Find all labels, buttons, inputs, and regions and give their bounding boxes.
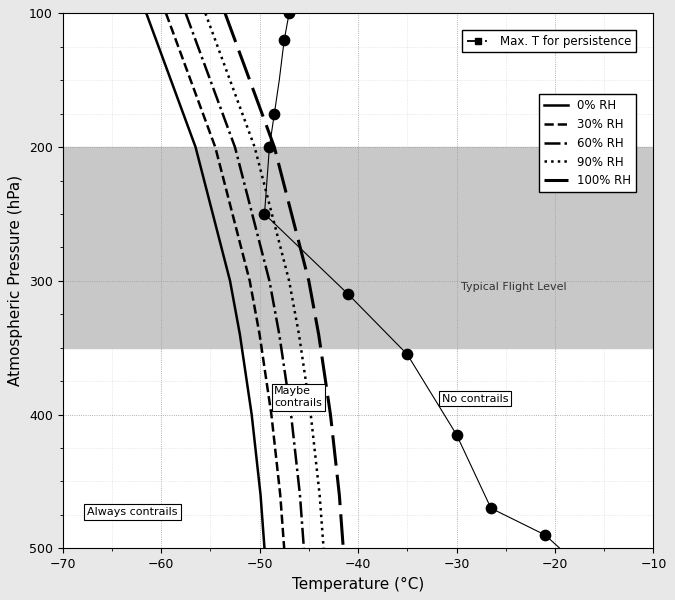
Point xyxy=(279,35,290,45)
Point xyxy=(451,430,462,439)
Point xyxy=(540,530,551,540)
Text: Typical Flight Level: Typical Flight Level xyxy=(462,282,567,292)
Text: Always contrails: Always contrails xyxy=(87,507,178,517)
Text: No contrails: No contrails xyxy=(441,394,508,404)
Text: Maybe
contrails: Maybe contrails xyxy=(274,386,322,408)
Point xyxy=(264,142,275,152)
Bar xyxy=(63,147,653,348)
Point xyxy=(343,289,354,299)
Y-axis label: Atmospheric Pressure (hPa): Atmospheric Pressure (hPa) xyxy=(8,175,24,386)
X-axis label: Temperature (°C): Temperature (°C) xyxy=(292,577,424,592)
Point xyxy=(269,109,279,118)
Point xyxy=(485,503,496,513)
Legend: 0% RH, 30% RH, 60% RH, 90% RH, 100% RH: 0% RH, 30% RH, 60% RH, 90% RH, 100% RH xyxy=(539,94,636,192)
Point xyxy=(259,209,270,219)
Point xyxy=(402,350,412,359)
Point xyxy=(284,8,294,18)
